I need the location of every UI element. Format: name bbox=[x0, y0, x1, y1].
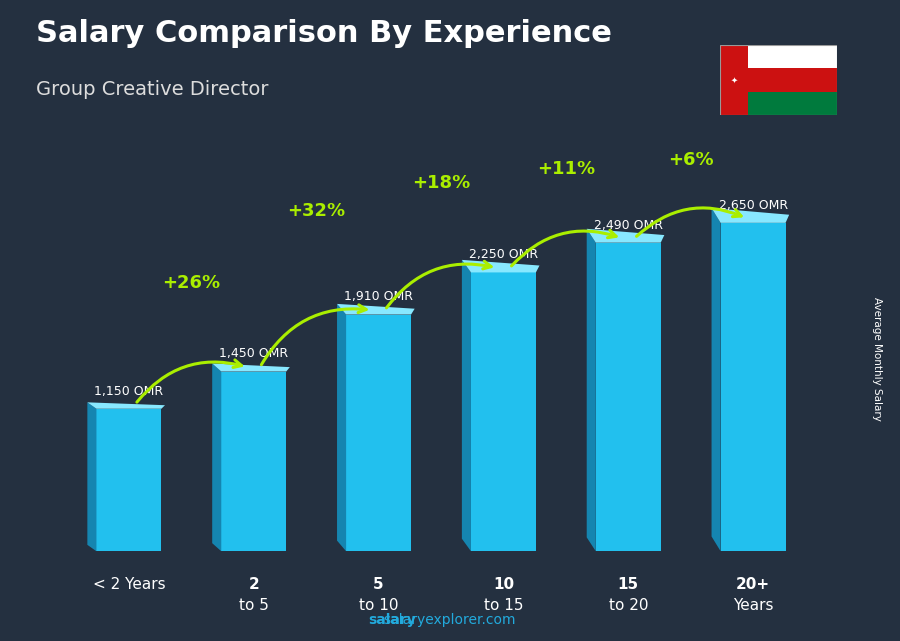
Text: salary: salary bbox=[368, 613, 417, 627]
Text: to 15: to 15 bbox=[483, 597, 523, 613]
Polygon shape bbox=[471, 272, 536, 551]
Polygon shape bbox=[87, 403, 96, 551]
Polygon shape bbox=[720, 69, 837, 92]
Polygon shape bbox=[221, 372, 286, 551]
Text: +18%: +18% bbox=[412, 174, 470, 192]
Polygon shape bbox=[720, 45, 837, 69]
Text: 20+: 20+ bbox=[736, 578, 770, 592]
Polygon shape bbox=[712, 208, 721, 551]
Text: 10: 10 bbox=[493, 578, 514, 592]
Text: +26%: +26% bbox=[162, 274, 220, 292]
Text: to 5: to 5 bbox=[238, 597, 269, 613]
Polygon shape bbox=[712, 208, 789, 223]
Polygon shape bbox=[87, 403, 165, 409]
Text: Salary Comparison By Experience: Salary Comparison By Experience bbox=[36, 19, 612, 48]
Text: 2: 2 bbox=[248, 578, 259, 592]
Text: ✦: ✦ bbox=[731, 76, 737, 85]
Polygon shape bbox=[337, 304, 347, 551]
Polygon shape bbox=[720, 45, 748, 115]
Text: < 2 Years: < 2 Years bbox=[93, 578, 166, 592]
Text: Group Creative Director: Group Creative Director bbox=[36, 80, 268, 99]
Text: 2,650 OMR: 2,650 OMR bbox=[718, 199, 788, 212]
Text: 1,450 OMR: 1,450 OMR bbox=[220, 347, 288, 360]
Text: 2,490 OMR: 2,490 OMR bbox=[594, 219, 662, 231]
Polygon shape bbox=[721, 223, 786, 551]
Text: Years: Years bbox=[733, 597, 773, 613]
Polygon shape bbox=[337, 304, 415, 315]
Polygon shape bbox=[596, 243, 661, 551]
Polygon shape bbox=[212, 363, 221, 551]
Text: 15: 15 bbox=[617, 578, 639, 592]
Text: +6%: +6% bbox=[668, 151, 714, 169]
Text: salaryexplorer.com: salaryexplorer.com bbox=[383, 613, 517, 627]
Polygon shape bbox=[462, 260, 539, 272]
Text: 2,250 OMR: 2,250 OMR bbox=[469, 248, 538, 262]
Text: 1,910 OMR: 1,910 OMR bbox=[344, 290, 413, 303]
Text: +11%: +11% bbox=[536, 160, 595, 178]
Polygon shape bbox=[462, 260, 471, 551]
Text: 1,150 OMR: 1,150 OMR bbox=[94, 385, 164, 397]
Polygon shape bbox=[96, 409, 161, 551]
Text: to 10: to 10 bbox=[359, 597, 399, 613]
Polygon shape bbox=[720, 92, 837, 115]
Polygon shape bbox=[346, 315, 411, 551]
Text: to 20: to 20 bbox=[608, 597, 648, 613]
Polygon shape bbox=[212, 363, 290, 372]
Text: +32%: +32% bbox=[287, 202, 346, 220]
Text: 5: 5 bbox=[374, 578, 384, 592]
Polygon shape bbox=[587, 229, 664, 243]
Text: Average Monthly Salary: Average Monthly Salary bbox=[872, 297, 883, 421]
Polygon shape bbox=[587, 229, 596, 551]
